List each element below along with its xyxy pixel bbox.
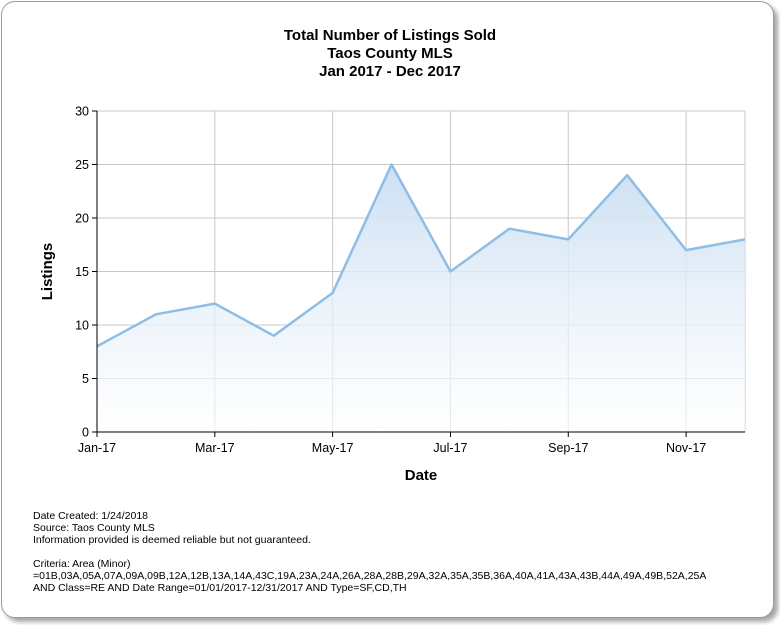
date-created: Date Created: 1/24/2018 — [33, 510, 148, 522]
x-tick-label: Jul-17 — [433, 441, 467, 455]
x-axis-label: Date — [405, 467, 438, 484]
chart-title-line-3: Jan 2017 - Dec 2017 — [319, 63, 461, 80]
tick-labels: 0 5 10 15 20 25 30 Jan-17 Mar-17 May-17 Jul-17 Sep-… — [75, 105, 706, 456]
series-line — [96, 163, 746, 348]
chart-plot: 0 5 10 15 20 25 30 Jan-17 Mar-17 May-17 Jul-17 Sep-… — [39, 105, 746, 484]
area-fill — [97, 164, 745, 432]
disclaimer: Information provided is deemed reliable … — [33, 534, 311, 546]
chart-title-line-1: Total Number of Listings Sold — [283, 27, 497, 44]
x-tick-label: May-17 — [312, 441, 354, 455]
x-tick-label: Sep-17 — [548, 441, 588, 455]
y-tick-label: 0 — [82, 426, 89, 440]
chart-title-line-2: Taos County MLS — [327, 45, 453, 62]
x-tick-label: Jan-17 — [78, 441, 116, 455]
y-tick-label: 15 — [75, 265, 89, 279]
footer-notes: Date Created: 1/24/2018 Source: Taos Cou… — [33, 510, 706, 594]
source: Source: Taos County MLS — [33, 522, 155, 534]
x-tick-label: Mar-17 — [195, 441, 235, 455]
axes — [92, 110, 745, 437]
criteria-areas: =01B,03A,05A,07A,09A,09B,12A,12B,13A,14A… — [33, 570, 707, 582]
criteria-label: Criteria: Area (Minor) — [33, 558, 131, 570]
criteria-rest: AND Class=RE AND Date Range=01/01/2017-1… — [33, 582, 407, 594]
y-axis-label: Listings — [39, 243, 56, 301]
y-tick-label: 25 — [75, 158, 89, 172]
y-tick-label: 5 — [82, 372, 89, 386]
y-tick-label: 10 — [75, 319, 89, 333]
x-tick-label: Nov-17 — [666, 441, 706, 455]
y-tick-label: 30 — [75, 105, 89, 119]
y-tick-label: 20 — [75, 212, 89, 226]
